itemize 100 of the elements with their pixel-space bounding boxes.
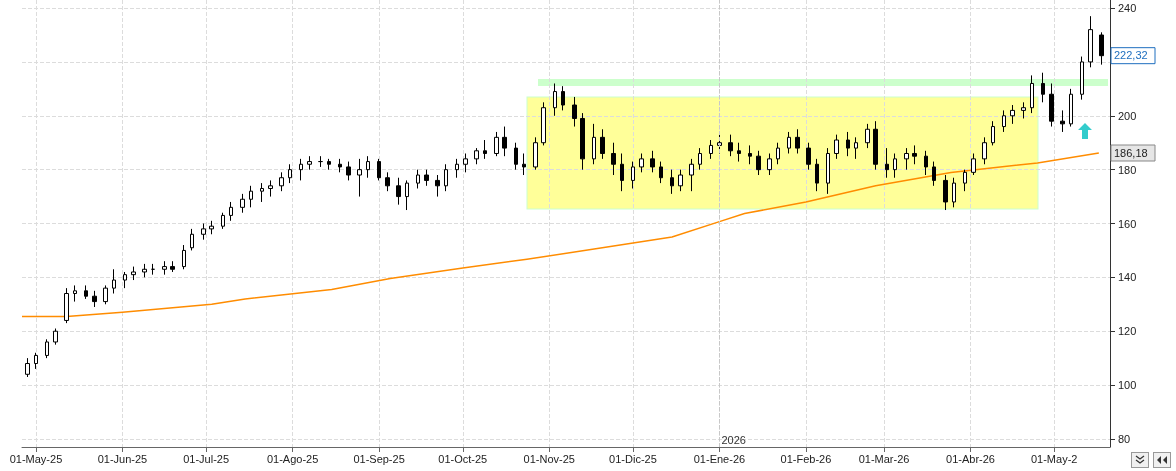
x-tick-label: 01-Nov-25 (523, 452, 575, 465)
candlestick (885, 147, 889, 179)
candlestick (924, 150, 928, 176)
candlestick (260, 182, 264, 203)
candlestick (327, 158, 331, 171)
candlestick (416, 169, 420, 189)
candlestick (670, 169, 674, 195)
candlestick (45, 338, 49, 359)
candlestick (600, 128, 605, 160)
candlestick (795, 128, 800, 154)
candlestick (201, 223, 206, 241)
candlestick (1049, 82, 1054, 128)
y-tick-label: 80 (1118, 432, 1131, 445)
candlestick (502, 126, 507, 157)
candlestick (474, 147, 479, 165)
ref-line-label: 2026 (721, 433, 746, 446)
y-tick-label: 180 (1118, 163, 1137, 176)
candlestick (1010, 104, 1015, 125)
candlestick (112, 268, 116, 295)
candlestick (463, 152, 468, 173)
x-tick-label: 01-Abr-26 (946, 452, 995, 465)
candlestick (522, 152, 526, 176)
candlestick (971, 152, 976, 176)
candlestick (483, 139, 487, 160)
x-tick-label: 01-Jul-25 (183, 452, 230, 465)
candlestick (580, 112, 585, 171)
y-tick-label: 160 (1118, 217, 1137, 230)
candlestick (377, 158, 381, 181)
candlestick (834, 134, 839, 160)
candlestick (229, 201, 233, 222)
candlestick (709, 139, 713, 160)
candlestick (620, 152, 624, 192)
candlestick (592, 123, 596, 165)
candlestick (1080, 56, 1084, 101)
candlestick (846, 131, 850, 157)
candlestick (25, 357, 30, 378)
candlestick (73, 284, 77, 303)
candlestick (631, 161, 635, 189)
candlestick (1069, 88, 1073, 128)
candlestick (689, 158, 694, 192)
y-tick-label: 200 (1118, 109, 1137, 122)
candlestick (553, 82, 557, 117)
candlestick (435, 174, 440, 198)
candlestick (659, 161, 663, 184)
annotation: 222,32 (1114, 49, 1148, 62)
candlestick (405, 179, 409, 211)
candlestick (92, 290, 97, 308)
candlestick (299, 158, 303, 181)
candlestick (182, 244, 186, 270)
candlestick (963, 169, 967, 192)
x-tick-label: 01-May-25 (9, 452, 63, 465)
candlestick (639, 152, 644, 173)
candlestick (209, 220, 214, 235)
candlestick (678, 169, 683, 192)
candlestick (952, 177, 956, 208)
x-tick-label: 01-Sep-25 (353, 452, 405, 465)
candlestick (767, 152, 772, 176)
candlestick (346, 161, 351, 181)
y-tick-label: 120 (1118, 325, 1137, 338)
candlestick (288, 163, 292, 184)
x-tick-label: 01-Oct-25 (438, 452, 488, 465)
candlestick (249, 185, 253, 208)
x-tick-label: 01-Dic-25 (609, 452, 657, 465)
candlestick (748, 144, 752, 165)
line-series (21, 152, 1100, 318)
x-tick-label: 01-Ene-26 (693, 452, 746, 465)
x-tick-label: 01-Mar-26 (858, 452, 910, 465)
candlestick (34, 352, 38, 370)
candlestick (190, 228, 194, 251)
candlestick (53, 328, 58, 346)
candlestick (611, 142, 616, 176)
candlestick (541, 101, 546, 146)
candlestick (1099, 31, 1104, 66)
y-tick-label: 240 (1118, 2, 1137, 15)
candlestick (572, 96, 577, 128)
candlestick (865, 123, 870, 149)
candlestick (737, 142, 741, 163)
candlestick (1021, 101, 1026, 119)
x-tick-label: 01-Feb-26 (780, 452, 832, 465)
y-tick-label: 100 (1118, 379, 1137, 392)
candlestick (357, 158, 362, 198)
y-tick-label: 140 (1118, 271, 1137, 284)
candlestick (455, 158, 459, 179)
candlestick (64, 287, 69, 324)
candlestick (650, 150, 655, 173)
annotation: 186,18 (1114, 146, 1148, 159)
candlestick (84, 284, 88, 300)
candlestick (366, 155, 370, 179)
candlestick (826, 147, 830, 195)
candlestick (806, 142, 811, 171)
candlestick (728, 134, 733, 157)
candlestick (494, 131, 499, 157)
candlestick (561, 85, 565, 111)
candlestick (396, 177, 401, 206)
candlestick (756, 150, 761, 176)
candlestick (873, 120, 878, 171)
candlestick (932, 161, 936, 187)
candlestick (787, 131, 791, 154)
candlestick (854, 136, 858, 160)
candlestick (221, 212, 225, 230)
